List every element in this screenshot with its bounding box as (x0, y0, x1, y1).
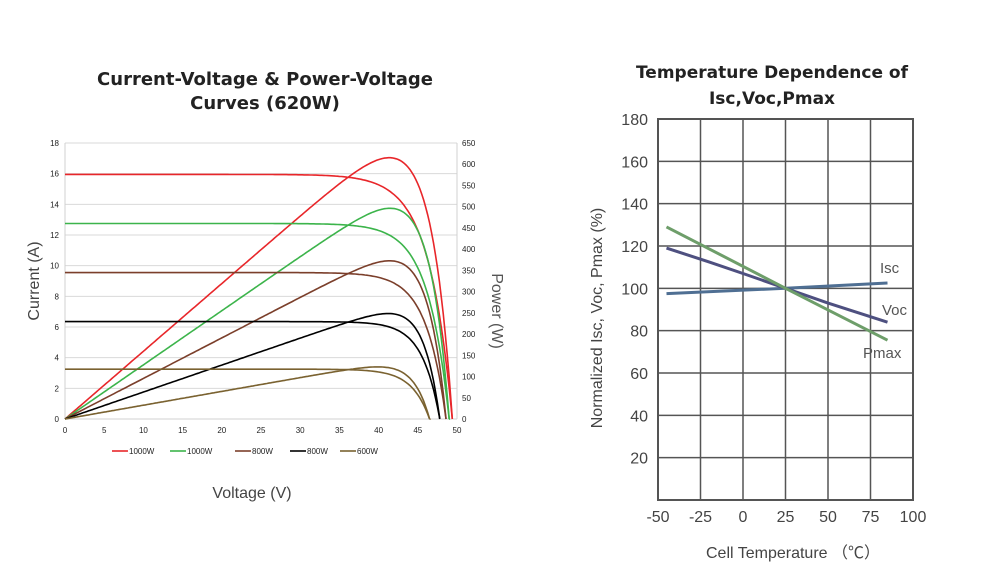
y2-tick-label: 200 (462, 330, 476, 339)
chart-title-line-1: Current-Voltage & Power-Voltage (97, 69, 433, 90)
legend-label: 1000W (129, 447, 155, 456)
chart2-title-line-1: Temperature Dependence of (636, 63, 909, 83)
x-tick-label: 10 (139, 426, 148, 435)
iv-curve-3 (65, 320, 441, 420)
y-tick-label: 6 (55, 323, 60, 332)
y-tick-label: 160 (621, 154, 648, 171)
y-tick-label: 12 (50, 231, 59, 240)
pv-curve-3 (64, 312, 441, 420)
y-tick-label: 20 (630, 451, 648, 468)
y2-tick-label: 650 (462, 139, 476, 148)
chart-title-line-2: Curves (620W) (190, 93, 340, 114)
x-tick-label: 15 (178, 426, 187, 435)
iv-curve-1 (65, 222, 451, 420)
y-tick-label: 40 (630, 408, 648, 425)
y2-tick-label: 400 (462, 245, 476, 254)
y-tick-label: 140 (621, 197, 648, 214)
iv-curve-4 (65, 368, 431, 420)
y-tick-label: 0 (55, 415, 60, 424)
pv-curve-2 (64, 259, 447, 420)
series-line-pmax (665, 225, 889, 342)
y2-tick-label: 600 (462, 160, 476, 169)
y2-tick-label: 150 (462, 351, 476, 360)
y2-tick-label: 250 (462, 309, 476, 318)
y-tick-label: 8 (55, 292, 60, 301)
series-label-voc: Voc (882, 302, 908, 319)
legend-label: 1000W (187, 447, 213, 456)
x-tick-label: 45 (413, 426, 422, 435)
x-tick-label: -50 (646, 509, 669, 526)
iv-curve-2 (65, 271, 447, 420)
y-tick-label: 14 (50, 200, 59, 209)
x-tick-label: 5 (102, 426, 107, 435)
y-tick-label: 4 (55, 354, 60, 363)
x-tick-label: 100 (900, 509, 927, 526)
y2-tick-label: 550 (462, 181, 476, 190)
y2-tick-label: 500 (462, 203, 476, 212)
x-tick-label: 0 (63, 426, 68, 435)
y2-tick-label: 0 (462, 415, 467, 424)
series-line-voc (666, 246, 888, 324)
legend-label: 800W (252, 447, 273, 456)
y-tick-label: 10 (50, 262, 59, 271)
x-tick-label: 50 (453, 426, 462, 435)
y2-tick-label: 350 (462, 266, 476, 275)
series-label-pmax: Pmax (863, 345, 902, 362)
series-label-isc: Isc (880, 260, 900, 277)
legend-label: 600W (357, 447, 378, 456)
y2-tick-label: 300 (462, 288, 476, 297)
x-tick-label: 75 (862, 509, 880, 526)
chart2-title-line-2: Isc,Voc,Pmax (709, 89, 835, 109)
y-tick-label: 16 (50, 170, 59, 179)
y-tick-label: 80 (630, 324, 648, 341)
y2-tick-label: 450 (462, 224, 476, 233)
x-tick-label: 35 (335, 426, 344, 435)
y2-tick-label: 50 (462, 394, 471, 403)
x-tick-label: 40 (374, 426, 383, 435)
x-tick-label: 25 (777, 509, 795, 526)
y-tick-label: 18 (50, 139, 59, 148)
y-tick-label: 180 (621, 112, 648, 129)
x-tick-label: 50 (819, 509, 837, 526)
x-tick-label: 20 (217, 426, 226, 435)
y-axis-title: Current (A) (26, 241, 43, 320)
y-axis-title: Normalized Isc, Voc, Pmax (%) (589, 208, 606, 429)
pv-curve-0 (64, 156, 454, 420)
y-tick-label: 120 (621, 239, 648, 256)
x-tick-label: -25 (689, 509, 712, 526)
legend-label: 800W (307, 447, 328, 456)
y-tick-label: 60 (630, 366, 648, 383)
x-tick-label: 0 (739, 509, 748, 526)
y2-tick-label: 100 (462, 373, 476, 382)
pv-curve-4 (64, 366, 431, 420)
y2-axis-title: Power (W) (488, 273, 505, 349)
x-tick-label: 30 (296, 426, 305, 435)
x-axis-title: Cell Temperature （℃） (706, 544, 880, 562)
y-tick-label: 100 (621, 281, 648, 298)
x-tick-label: 25 (257, 426, 266, 435)
x-axis-title: Voltage (V) (212, 485, 291, 502)
pv-curve-1 (64, 207, 451, 420)
iv-curve-0 (65, 173, 454, 420)
y-tick-label: 2 (55, 384, 60, 393)
